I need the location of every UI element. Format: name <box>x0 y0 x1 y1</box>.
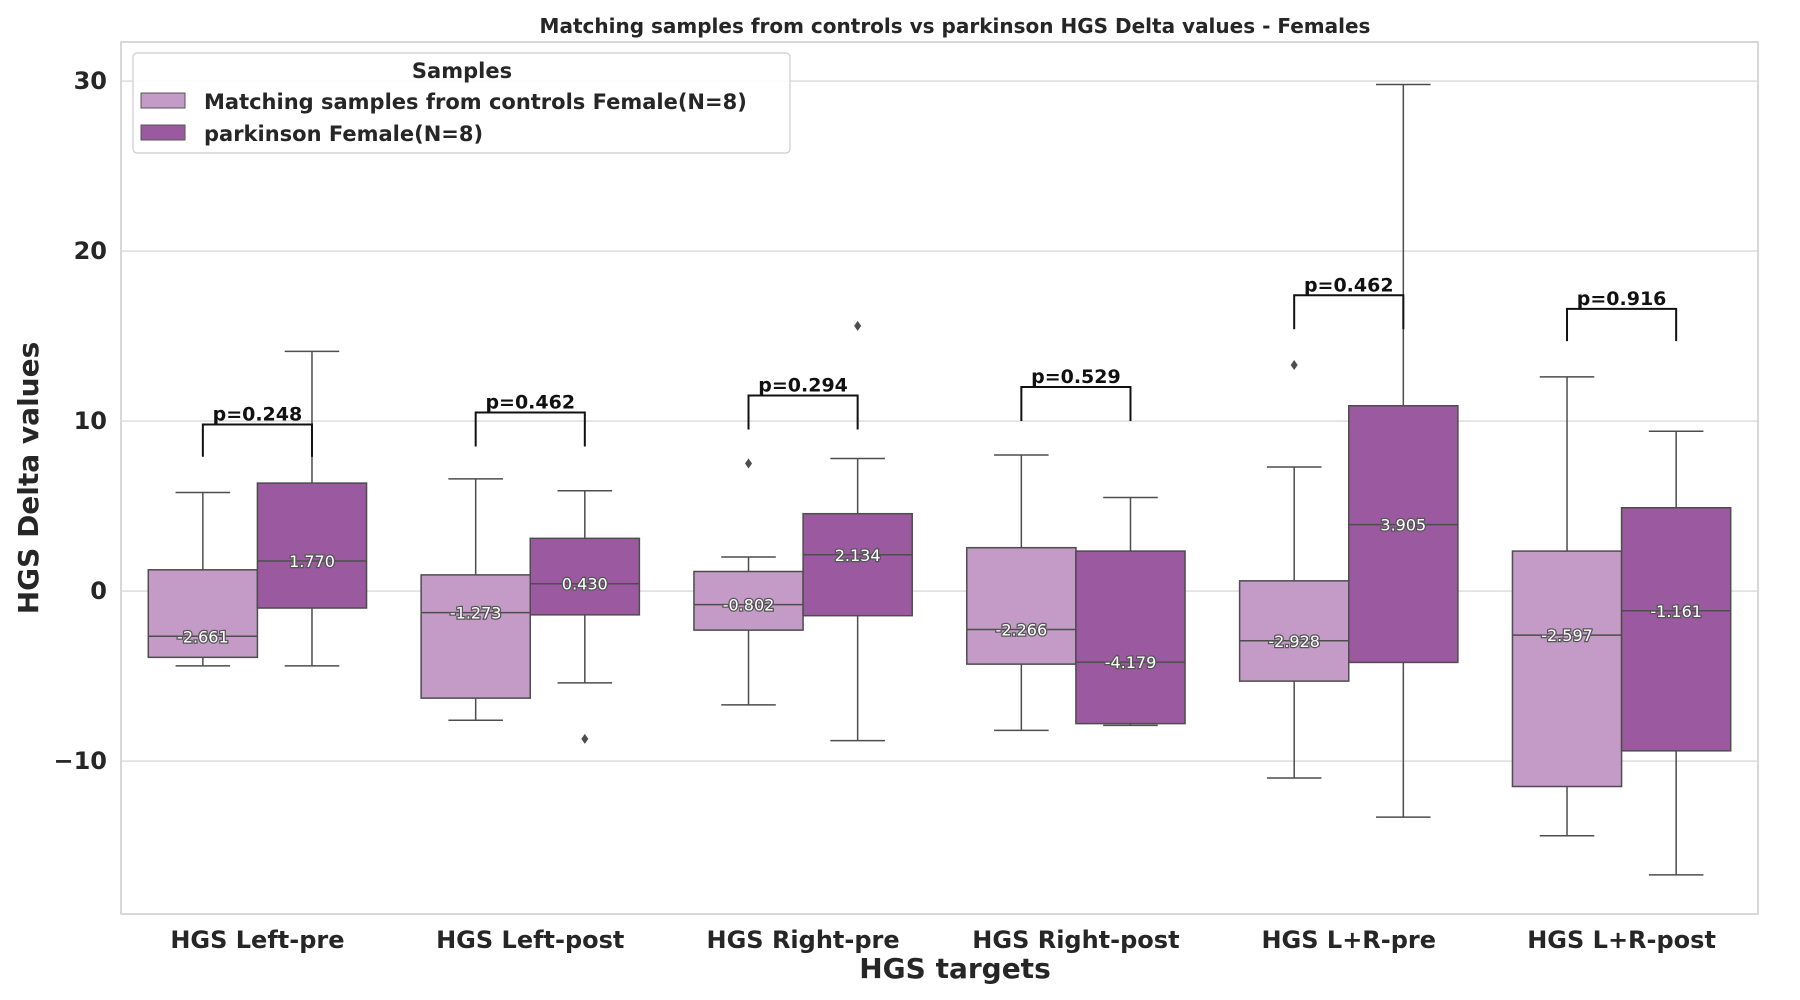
y-axis-label: HGS Delta values <box>12 342 45 615</box>
box-controls: -2.661 <box>147 491 259 667</box>
x-tick-labels: HGS Left-pre HGS Left-post HGS Right-pre HG… <box>170 926 1716 954</box>
box-body <box>420 574 531 699</box>
box-body <box>147 569 259 659</box>
p-value-label: p=0.916 <box>1577 288 1667 310</box>
legend-title: Samples <box>412 59 512 83</box>
legend-label-controls: Matching samples from controls Female(N=… <box>204 90 747 114</box>
box-parkinson: 0.430 <box>529 489 641 744</box>
box-body <box>1238 580 1350 682</box>
box-body <box>1511 550 1623 788</box>
box-parkinson: -4.179 <box>1075 496 1186 727</box>
boxes: -2.661 -1.273 -0.802 -2.266 -2.928 -2.597 1.77… <box>147 83 1732 876</box>
box-parkinson: -1.161 <box>1620 430 1732 876</box>
median-label: 3.905 <box>1380 516 1426 535</box>
median-label: -4.179 <box>1105 653 1157 672</box>
box-body <box>966 546 1077 665</box>
x-tick-label: HGS L+R-post <box>1527 926 1716 954</box>
box-body <box>1075 550 1186 725</box>
box-parkinson: 2.134 <box>802 320 913 742</box>
significance-annotations: p=0.248 p=0.462 p=0.294 p=0.529 p=0.462 p=0.9… <box>201 274 1678 457</box>
legend-swatch-parkinson <box>140 124 186 141</box>
outlier-point <box>581 733 589 744</box>
p-value-label: p=0.529 <box>1031 366 1121 388</box>
box-body <box>1348 405 1459 664</box>
outlier-point <box>854 320 862 331</box>
x-axis-label: HGS targets <box>859 952 1051 985</box>
significance-bracket <box>474 411 586 447</box>
y-tick-label: 10 <box>74 407 107 435</box>
box-body <box>256 482 368 609</box>
significance-bracket <box>1293 294 1405 330</box>
significance-bracket <box>1020 386 1132 422</box>
median-label: 1.770 <box>289 552 335 571</box>
legend-box <box>132 52 791 154</box>
median-label: -1.161 <box>1650 602 1702 621</box>
p-value-label: p=0.462 <box>1304 274 1394 296</box>
median-label: -1.273 <box>450 604 502 623</box>
y-tick-label: 30 <box>74 67 107 95</box>
legend-label-parkinson: parkinson Female(N=8) <box>204 122 483 146</box>
box-parkinson: 3.905 <box>1348 83 1459 818</box>
p-value-label: p=0.248 <box>213 403 303 425</box>
median-label: -0.802 <box>723 596 775 615</box>
y-tick-label: 20 <box>74 237 107 265</box>
significance-bracket <box>747 394 859 430</box>
box-controls: -0.802 <box>693 458 804 706</box>
median-label: 2.134 <box>835 546 881 565</box>
median-label: 0.430 <box>562 575 608 594</box>
x-tick-label: HGS Left-pre <box>170 926 344 954</box>
median-label: -2.928 <box>1268 632 1320 651</box>
p-value-label: p=0.462 <box>485 392 575 414</box>
y-tick-labels: −10 0 10 20 30 <box>53 67 107 775</box>
significance-bracket <box>1566 307 1678 342</box>
significance-bracket <box>201 423 313 457</box>
p-value-label: p=0.294 <box>758 375 848 397</box>
y-tick-label: 0 <box>90 577 107 605</box>
legend-swatch-controls <box>140 92 186 109</box>
plot-area <box>120 41 1759 915</box>
box-controls: -2.266 <box>966 454 1077 732</box>
x-tick-label: HGS Left-post <box>436 926 624 954</box>
x-tick-label: HGS L+R-pre <box>1261 926 1436 954</box>
outlier-point <box>1290 359 1298 370</box>
box-body <box>802 512 913 617</box>
x-tick-label: HGS Right-post <box>972 926 1179 954</box>
chart-title: Matching samples from controls vs parkin… <box>540 14 1371 38</box>
legend: Samples Matching samples from controls F… <box>132 52 791 154</box>
box-controls: -1.273 <box>420 478 531 721</box>
median-label: -2.597 <box>1541 626 1593 645</box>
outlier-point <box>745 458 753 469</box>
median-label: -2.266 <box>996 621 1048 640</box>
box-controls: -2.928 <box>1238 359 1350 779</box>
box-parkinson: 1.770 <box>256 350 368 667</box>
box-body <box>693 570 804 631</box>
median-label: -2.661 <box>177 627 229 646</box>
x-tick-label: HGS Right-pre <box>707 926 900 954</box>
box-body <box>1620 506 1732 752</box>
y-tick-label: −10 <box>53 747 107 775</box>
box-body <box>529 537 641 616</box>
